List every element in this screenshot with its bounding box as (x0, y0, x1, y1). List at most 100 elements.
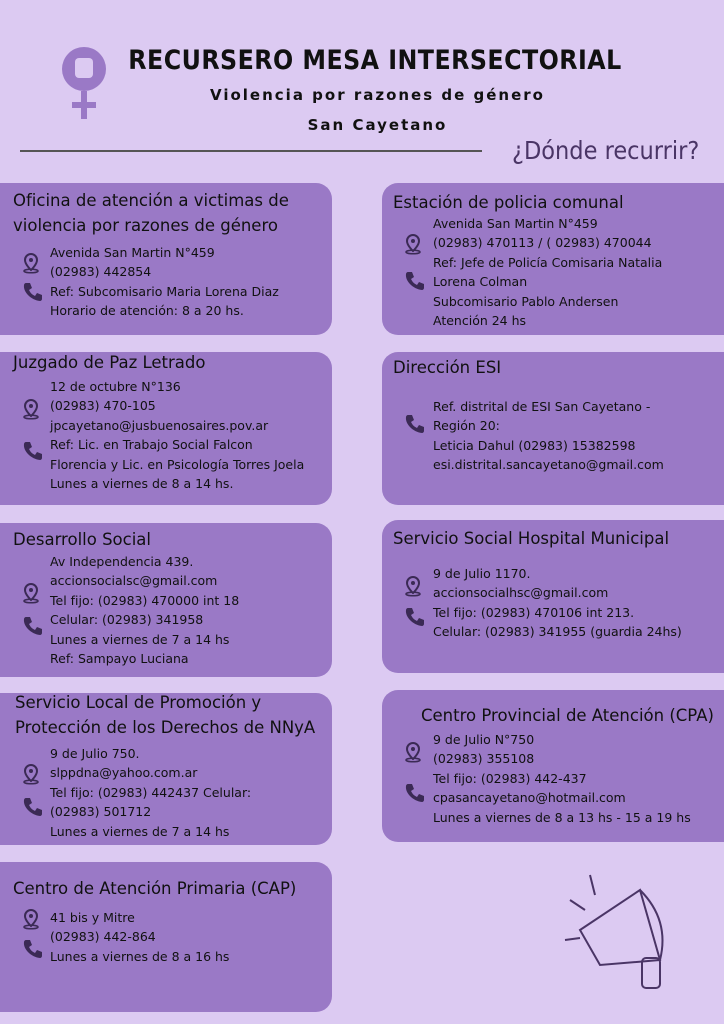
phone-svg (23, 617, 42, 635)
divider (20, 150, 482, 152)
card-title: Centro Provincial de Atención (CPA) (421, 706, 714, 725)
card (382, 520, 724, 673)
title: RECURSERO MESA INTERSECTORIAL (128, 45, 622, 76)
card-line: Atención 24 hs (433, 313, 527, 328)
pin-icon (404, 741, 424, 767)
card (0, 352, 332, 505)
phone-svg (405, 415, 424, 433)
card-line: Lunes a viernes de 7 a 14 hs (50, 823, 230, 839)
card (0, 523, 332, 677)
phone-icon (404, 606, 426, 632)
pin-icon (22, 908, 42, 934)
card-line: Ref: Sampayo Luciana (50, 651, 189, 666)
card-line: Celular: (02983) 341958 (50, 612, 204, 628)
card-line: (02983) 470-105 (50, 398, 156, 414)
pin-icon (404, 233, 424, 259)
card-line: cpasancayetano@hotmail.com (433, 790, 626, 806)
card-line: slppdna@yahoo.com.ar (50, 765, 198, 781)
phone-icon (404, 270, 426, 296)
card-title: Desarrollo Social (13, 530, 152, 549)
card-title: Servicio Local de Promoción y (15, 693, 262, 712)
card-title: Protección de los Derechos de NNyA (15, 718, 316, 737)
card-line: Lunes a viernes de 8 a 16 hs (50, 948, 230, 964)
card (0, 693, 332, 845)
card-line: Av Independencia 439. (50, 554, 194, 569)
card-line: Celular: (02983) 341955 (guardia 24hs) (433, 624, 682, 640)
pin-icon (404, 575, 424, 601)
card-line: Tel fijo: (02983) 442437 Celular: (50, 784, 252, 800)
pin-icon (22, 582, 42, 608)
card-line: Horario de atención: 8 a 20 hs. (50, 303, 244, 319)
card-line: (02983) 442854 (50, 264, 152, 280)
card-line: 9 de Julio 1170. (433, 566, 531, 581)
female-symbol (62, 47, 106, 119)
card-line: Leticia Dahul (02983) 15382598 (433, 437, 636, 453)
card (382, 690, 724, 842)
card-title: violencia por razones de género (13, 216, 278, 235)
pin-icon (22, 252, 42, 278)
card-line: 9 de Julio N°750 (433, 732, 535, 747)
card-line: Lorena Colman (433, 274, 528, 290)
phone-icon (22, 938, 44, 964)
phone-svg (23, 940, 42, 958)
card-line: accionsocialsc@gmail.com (50, 573, 218, 589)
card-line: (02983) 355108 (433, 751, 535, 767)
card-line: Tel fijo: (02983) 470000 int 18 (50, 592, 240, 608)
pin-svg (23, 908, 39, 930)
megaphone (564, 874, 664, 989)
pin-svg (23, 252, 39, 274)
card-line: Subcomisario Pablo Andersen (433, 293, 619, 309)
card-title: Oficina de atención a victimas de (13, 191, 289, 210)
card-title: Juzgado de Paz Letrado (13, 353, 206, 372)
card-title: Estación de policia comunal (393, 193, 624, 212)
card-line: jpcayetano@jusbuenosaires.pov.ar (50, 417, 269, 433)
phone-icon (22, 281, 44, 307)
card-line: Avenida San Martin N°459 (50, 245, 215, 260)
pin-svg (23, 763, 39, 785)
card-line: Ref: Jefe de Policía Comisaria Natalia (433, 254, 663, 270)
pin-icon (22, 398, 42, 424)
card-title: Servicio Social Hospital Municipal (393, 529, 670, 548)
card-line: 41 bis y Mitre (50, 910, 135, 925)
card-line: Tel fijo: (02983) 442-437 (433, 770, 587, 786)
card (382, 183, 724, 335)
pin-svg (23, 582, 39, 604)
phone-icon (22, 615, 44, 641)
pin-svg (405, 575, 421, 597)
card-line: Avenida San Martin N°459 (433, 216, 598, 231)
phone-icon (404, 782, 426, 808)
pin-svg (405, 741, 421, 763)
card-line: Lunes a viernes de 8 a 13 hs - 15 a 19 h… (433, 809, 691, 825)
card-line: Ref: Subcomisario Maria Lorena Diaz (50, 283, 279, 299)
card-title: Dirección ESI (393, 358, 502, 377)
location: San Cayetano (307, 116, 448, 134)
phone-icon (22, 796, 44, 822)
card-title: Centro de Atención Primaria (CAP) (13, 879, 297, 898)
phone-icon (404, 413, 426, 439)
card (0, 862, 332, 1012)
card-line: Ref. distrital de ESI San Cayetano - (433, 399, 651, 414)
subtitle: Violencia por razones de género (210, 86, 545, 104)
card (0, 183, 332, 335)
card (382, 352, 724, 505)
card-line: Región 20: (433, 418, 500, 434)
card-line: accionsocialhsc@gmail.com (433, 585, 609, 601)
question: ¿Dónde recurrir? (512, 136, 700, 165)
card-line: Tel fijo: (02983) 470106 int 213. (433, 604, 635, 620)
phone-svg (23, 798, 42, 816)
phone-icon (22, 440, 44, 466)
phone-svg (405, 784, 424, 802)
card-line: (02983) 470113 / ( 02983) 470044 (433, 235, 652, 251)
card-line: (02983) 442-864 (50, 929, 156, 945)
phone-svg (23, 283, 42, 301)
card-line: esi.distrital.sancayetano@gmail.com (433, 457, 664, 473)
pin-svg (23, 398, 39, 420)
card-line: Lunes a viernes de 8 a 14 hs. (50, 476, 234, 491)
pin-icon (22, 763, 42, 789)
card-line: Florencia y Lic. en Psicología Torres Jo… (50, 456, 305, 472)
card-line: Lunes a viernes de 7 a 14 hs (50, 631, 230, 647)
card-line: (02983) 501712 (50, 804, 152, 820)
card-line: 9 de Julio 750. (50, 746, 140, 761)
